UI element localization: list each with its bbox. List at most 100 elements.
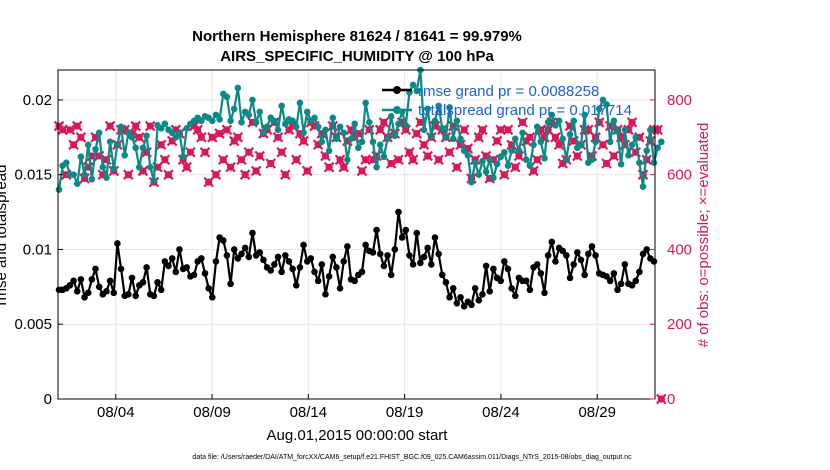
rmse-point — [614, 286, 621, 294]
spread-point — [625, 151, 632, 159]
obs-evaluated-marker — [265, 158, 276, 169]
rmse-point — [574, 249, 581, 256]
obs-evaluated-marker — [338, 161, 350, 173]
obs-evaluated-marker — [71, 120, 83, 132]
rmse-point — [526, 286, 534, 294]
y-tick-label: 0 — [44, 391, 52, 408]
rmse-point — [537, 270, 545, 277]
obs-evaluated-marker — [199, 146, 211, 158]
rmse-point — [391, 246, 399, 253]
rmse-point — [431, 234, 439, 241]
spread-point — [351, 120, 358, 128]
rmse-point — [198, 255, 205, 262]
obs-evaluated-marker — [298, 135, 309, 147]
spread-point — [216, 116, 223, 123]
rmse-point — [314, 277, 322, 285]
obs-evaluated-marker — [130, 120, 141, 132]
rmse-point — [508, 285, 515, 292]
rmse-point — [402, 226, 410, 234]
spread-point — [599, 96, 607, 104]
rmse-point — [70, 277, 77, 285]
rmse-point — [88, 276, 96, 283]
obs-evaluated-marker — [144, 120, 156, 132]
obs-evaluated-marker — [502, 124, 514, 136]
spread-point — [209, 117, 216, 125]
spread-point — [136, 163, 143, 171]
spread-point — [70, 171, 77, 178]
spread-point — [322, 126, 329, 134]
spread-point — [453, 117, 461, 125]
spread-point — [606, 138, 614, 146]
rmse-point — [453, 299, 461, 307]
y-tick-label: 0.02 — [23, 92, 52, 109]
spread-point — [227, 117, 234, 125]
rmse-point — [260, 256, 267, 264]
rmse-point — [241, 244, 249, 252]
spread-point — [198, 117, 205, 125]
spread-point — [544, 119, 552, 126]
obs-evaluated-marker — [334, 154, 346, 166]
rmse-point — [103, 288, 110, 295]
rmse-point — [132, 292, 139, 300]
rmse-point — [409, 261, 417, 268]
rmse-point — [165, 262, 172, 270]
rmse-point — [143, 264, 150, 271]
x-ticks: 08/04 08/09 08/14 08/19 08/24 08/29 — [97, 394, 616, 421]
spread-point — [387, 113, 395, 120]
rmse-point — [230, 246, 238, 253]
obs-evaluated-marker — [499, 169, 510, 180]
obs-evaluated-marker — [656, 393, 667, 405]
spread-point — [504, 162, 512, 170]
grid-lines — [58, 70, 655, 399]
obs-evaluated-marker — [451, 161, 463, 173]
spread-point — [373, 163, 380, 171]
spread-point — [643, 147, 650, 155]
spread-point — [639, 183, 647, 190]
rmse-point — [566, 274, 574, 282]
spread-point — [114, 141, 121, 149]
spread-point — [409, 81, 417, 89]
spread-point — [344, 156, 351, 164]
spread-point — [230, 105, 238, 113]
rmse-point — [570, 261, 577, 268]
rmse-point — [373, 226, 380, 234]
obs-evaluated-marker — [221, 124, 233, 136]
rmse-point — [150, 292, 158, 300]
rmse-point — [322, 291, 329, 298]
y-tick-label: 0.015 — [14, 167, 52, 184]
obs-evaluated-marker — [411, 128, 423, 139]
obs-evaluated-marker — [232, 132, 244, 143]
spread-point — [278, 102, 285, 110]
x-axis-label: Aug.01,2015 00:00:00 start — [267, 427, 449, 444]
obs-evaluated-marker — [210, 169, 222, 180]
obs-evaluated-marker — [513, 150, 525, 162]
rmse-point — [209, 294, 216, 301]
rmse-point — [344, 243, 351, 250]
spread-point — [559, 135, 567, 143]
legend: rmse grand pr = 0.0088258 totalspread gr… — [382, 83, 632, 119]
spread-point — [435, 102, 442, 110]
obs-evaluated-marker — [550, 132, 561, 143]
rmse-point — [387, 271, 395, 279]
spread-point — [526, 162, 534, 170]
obs-evaluated-marker — [433, 154, 444, 166]
rmse-point — [413, 229, 421, 237]
legend-spread-marker — [393, 106, 401, 114]
obs-evaluated-marker — [356, 165, 368, 177]
rmse-point — [227, 280, 234, 288]
rmse-point — [468, 301, 475, 309]
rmse-point — [176, 246, 183, 253]
spread-point — [110, 165, 118, 172]
rmse-point — [501, 258, 508, 265]
rmse-point — [475, 297, 483, 304]
spread-point — [446, 104, 453, 111]
rmse-point — [588, 243, 596, 250]
rmse-point — [205, 285, 212, 292]
rmse-point — [117, 265, 125, 273]
spread-point — [212, 111, 220, 119]
spread-point — [621, 126, 629, 134]
x-tick-label: 08/04 — [97, 404, 135, 421]
obs-evaluated-marker — [301, 165, 313, 177]
spread-point — [460, 147, 468, 155]
rmse-point — [577, 256, 585, 264]
